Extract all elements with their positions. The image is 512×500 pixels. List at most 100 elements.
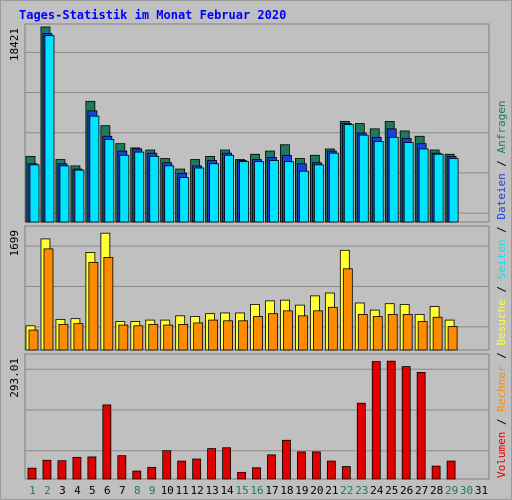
bar-rechner-day-18	[283, 310, 293, 351]
x-tick-label-day-20: 20	[310, 484, 323, 497]
bar-seiten-day-3	[59, 165, 70, 223]
x-tick-label-day-19: 19	[295, 484, 308, 497]
bar-volumen-day-17	[267, 454, 276, 480]
bar-volumen-day-13	[207, 448, 217, 480]
x-tick-label-day-11: 11	[176, 484, 189, 497]
bar-volumen-day-7	[117, 455, 127, 480]
bar-seiten-day-9	[149, 155, 160, 223]
bar-seiten-day-12	[194, 167, 205, 223]
bar-seiten-day-20	[313, 164, 324, 223]
x-tick-label-day-26: 26	[400, 484, 413, 497]
bar-rechner-day-15	[238, 320, 248, 351]
bar-rechner-day-9	[148, 323, 159, 351]
x-tick-label-day-28: 28	[430, 484, 443, 497]
bar-rechner-day-8	[133, 325, 144, 351]
x-tick-label-day-8: 8	[134, 484, 141, 497]
bar-seiten-day-27	[418, 148, 429, 223]
x-tick-label-day-4: 4	[74, 484, 81, 497]
bar-volumen-day-20	[311, 451, 321, 480]
legend-item-seiten: Seiten	[495, 240, 508, 280]
panel-2-ymax-label: 1699	[8, 230, 21, 257]
bar-volumen-day-21	[326, 460, 336, 480]
bar-volumen-day-28	[431, 465, 441, 480]
bar-seiten-day-1	[29, 164, 40, 223]
bar-seiten-day-5	[89, 115, 100, 223]
bar-seiten-day-28	[433, 153, 444, 223]
bar-volumen-day-19	[297, 451, 306, 480]
bar-seiten-day-25	[388, 136, 399, 223]
bar-seiten-day-15	[239, 161, 249, 223]
bar-rechner-day-1	[28, 329, 39, 351]
bar-volumen-day-2	[42, 459, 52, 480]
legend-item-dateien: Dateien	[495, 173, 508, 219]
bar-volumen-day-4	[72, 456, 82, 480]
bar-seiten-day-29	[448, 158, 459, 223]
x-tick-label-day-23: 23	[355, 484, 368, 497]
bar-rechner-day-4	[73, 323, 84, 351]
x-tick-label-day-7: 7	[119, 484, 126, 497]
bar-seiten-day-21	[328, 152, 339, 223]
bar-volumen-day-14	[222, 447, 231, 480]
bar-seiten-day-6	[104, 139, 115, 223]
bar-rechner-day-12	[193, 322, 204, 351]
x-tick-label-day-15: 15	[235, 484, 248, 497]
bar-rechner-day-16	[253, 316, 263, 351]
legend-separator: /	[495, 412, 508, 432]
bar-rechner-day-29	[447, 326, 458, 351]
bar-volumen-day-22	[341, 466, 351, 480]
bar-volumen-day-15	[237, 471, 246, 480]
x-tick-label-day-31: 31	[475, 484, 488, 497]
bar-seiten-day-13	[209, 163, 220, 223]
bar-rechner-day-14	[223, 320, 233, 351]
bar-seiten-day-14	[224, 154, 234, 223]
bar-seiten-day-2	[44, 35, 55, 223]
x-tick-label-day-22: 22	[340, 484, 353, 497]
bar-rechner-day-26	[402, 313, 413, 351]
legend-separator: /	[495, 220, 508, 240]
x-tick-label-day-5: 5	[89, 484, 96, 497]
bar-volumen-day-24	[371, 361, 381, 480]
bar-seiten-day-4	[74, 169, 85, 223]
legend-item-volumen: Volumen	[495, 432, 508, 478]
x-tick-label-day-24: 24	[370, 484, 384, 497]
bar-rechner-day-19	[298, 315, 308, 351]
x-tick-label-day-13: 13	[205, 484, 218, 497]
x-tick-label-day-30: 30	[460, 484, 473, 497]
bar-volumen-day-1	[27, 467, 37, 480]
bar-seiten-day-22	[343, 124, 354, 223]
panel-1-ymax-label: 18421	[8, 28, 21, 61]
x-tick-label-day-27: 27	[415, 484, 428, 497]
bar-volumen-day-25	[386, 360, 396, 480]
x-tick-label-day-1: 1	[29, 484, 36, 497]
bar-seiten-day-11	[179, 177, 190, 223]
bar-seiten-day-26	[403, 142, 414, 223]
bar-rechner-day-22	[342, 268, 353, 351]
bar-volumen-day-29	[446, 460, 456, 480]
bar-rechner-day-27	[417, 321, 428, 351]
bar-volumen-day-9	[147, 466, 157, 480]
x-tick-label-day-25: 25	[385, 484, 398, 497]
bar-rechner-day-21	[327, 306, 338, 351]
bar-volumen-day-3	[57, 460, 67, 480]
bar-seiten-day-18	[284, 161, 294, 223]
bar-volumen-day-16	[252, 467, 261, 480]
bar-rechner-day-3	[58, 323, 69, 351]
bar-volumen-day-23	[356, 402, 366, 480]
bar-seiten-day-24	[373, 141, 384, 223]
x-tick-label-day-14: 14	[220, 484, 234, 497]
bar-rechner-day-2	[43, 248, 54, 351]
bar-rechner-day-24	[372, 316, 383, 351]
legend-item-anfragen: Anfragen	[495, 100, 508, 153]
bar-seiten-day-23	[358, 134, 369, 223]
bar-seiten-day-16	[254, 161, 264, 223]
bar-rechner-day-25	[387, 313, 398, 351]
bar-volumen-day-26	[401, 366, 411, 480]
bar-volumen-day-8	[132, 470, 142, 480]
panel-3-frame	[24, 353, 490, 480]
bar-rechner-day-7	[118, 324, 129, 351]
bar-rechner-day-6	[103, 257, 114, 351]
bar-volumen-day-12	[192, 458, 202, 480]
side-legend: Volumen / Rechner / Besuche / Seiten / D…	[495, 100, 508, 478]
x-tick-label-day-16: 16	[250, 484, 263, 497]
legend-item-rechner: Rechner	[495, 365, 508, 412]
